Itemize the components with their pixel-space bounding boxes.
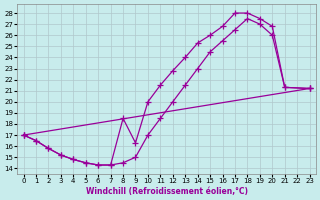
X-axis label: Windchill (Refroidissement éolien,°C): Windchill (Refroidissement éolien,°C) — [85, 187, 248, 196]
